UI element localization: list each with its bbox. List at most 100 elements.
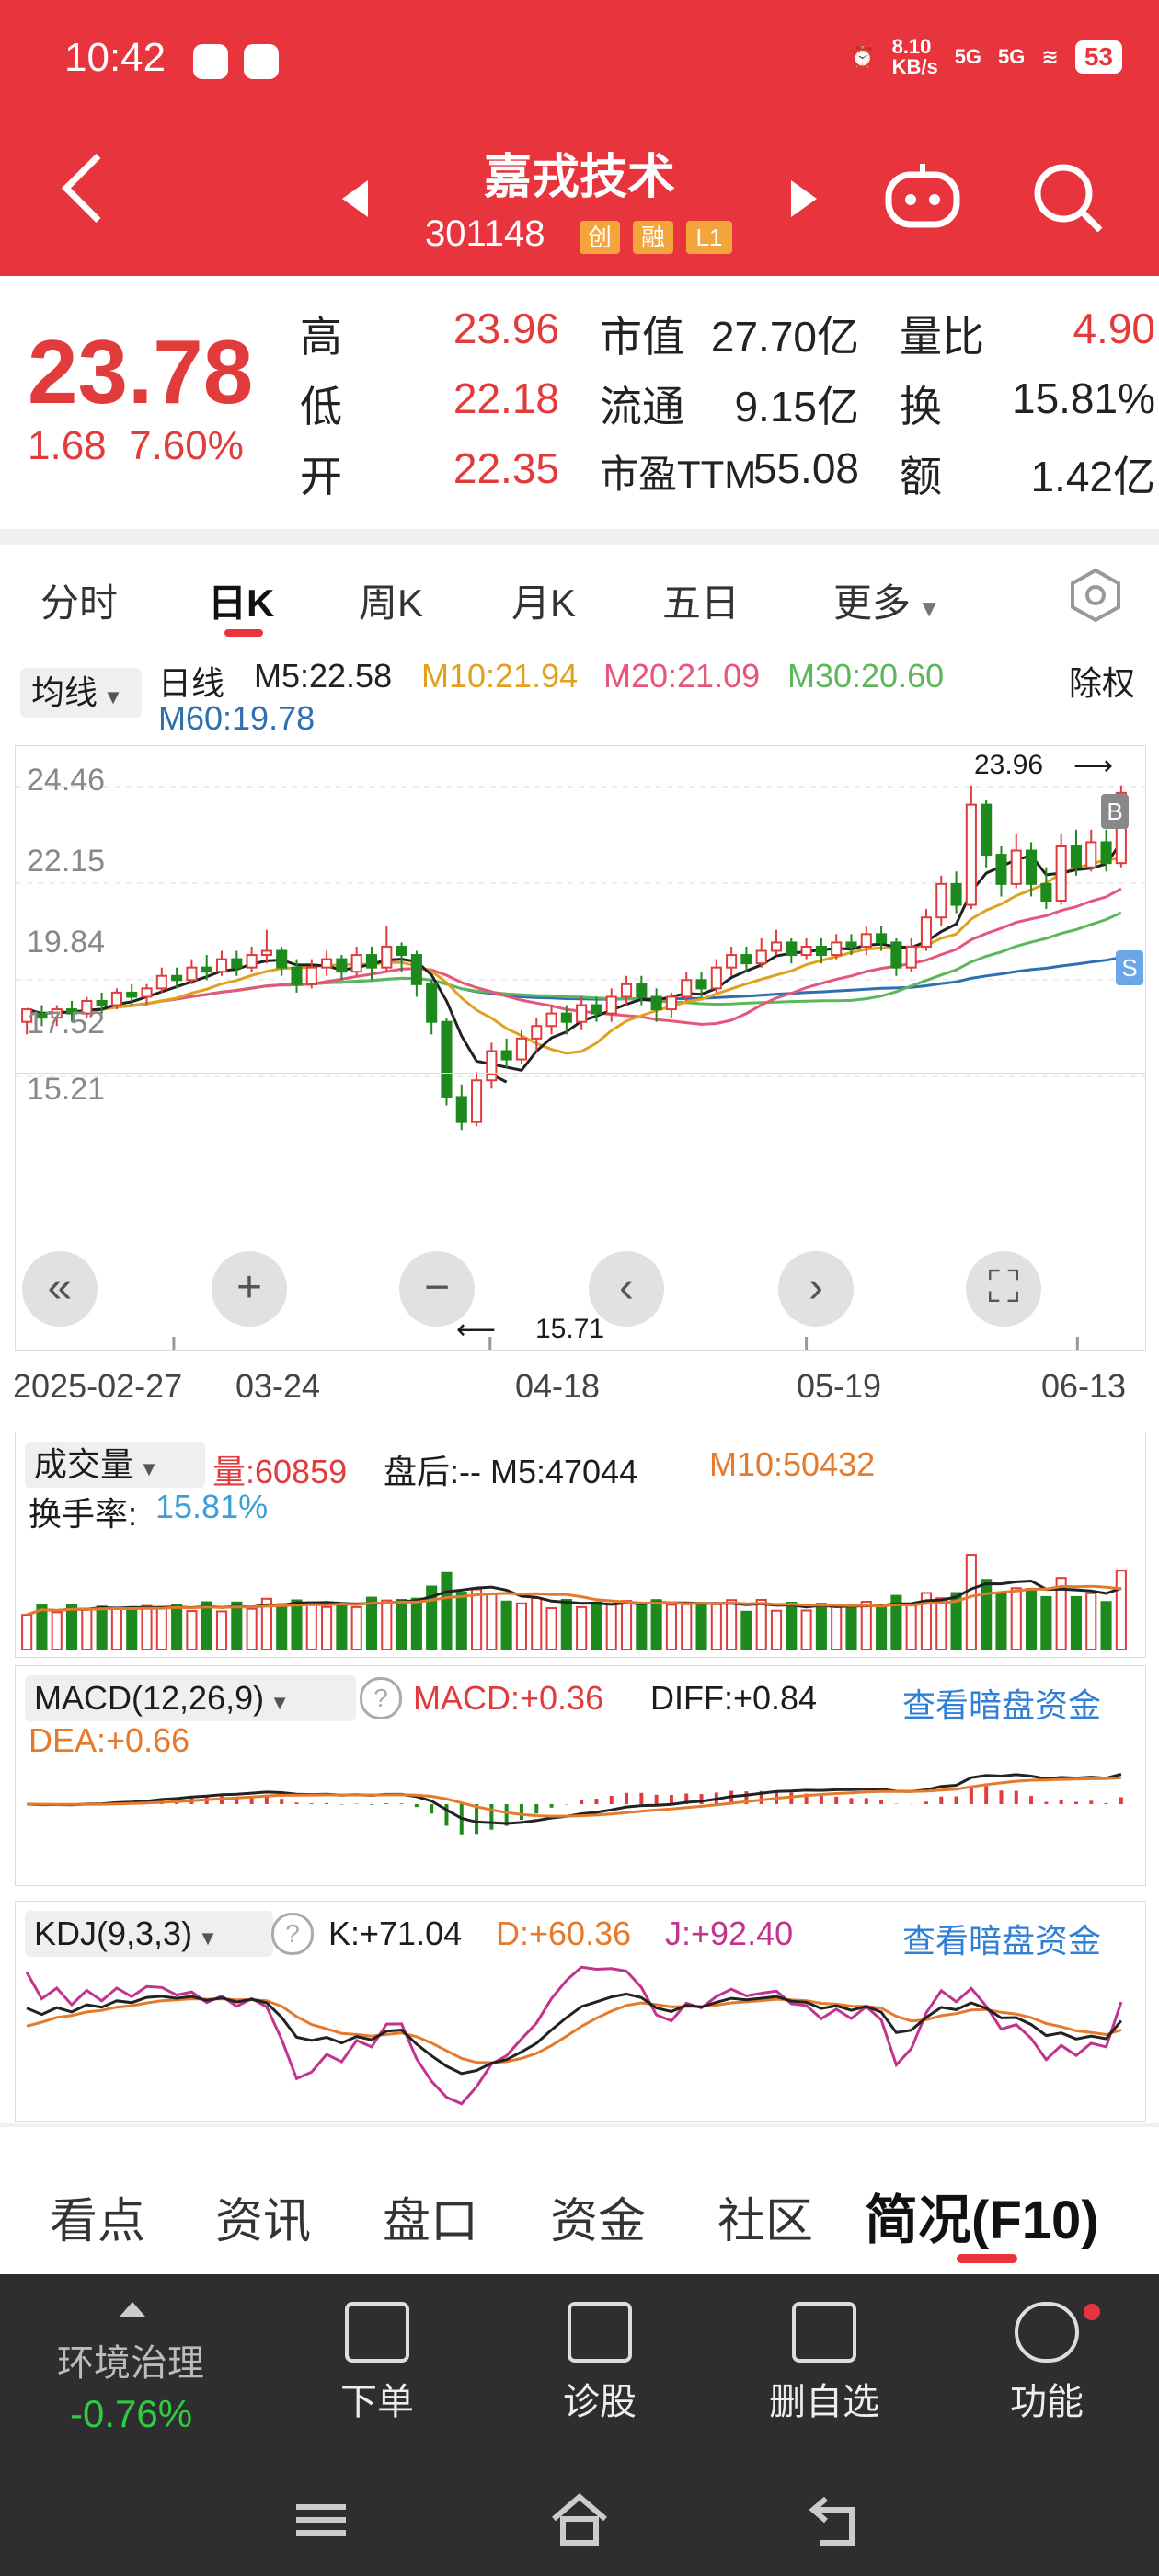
ma-selector[interactable]: 均线 ▼: [20, 668, 142, 718]
volume-bar: [890, 1594, 902, 1651]
volume-bar: [486, 1593, 498, 1650]
status-right: ⏰ 8.10 KB/s 5G 5G ≋ 53: [850, 37, 1122, 77]
nav-order[interactable]: 下单: [304, 2302, 451, 2425]
period-label: 日线: [158, 664, 225, 702]
macd-panel[interactable]: MACD(12,26,9) ▼ ? MACD:+0.36 DIFF:+0.84 …: [15, 1665, 1146, 1886]
sector-name[interactable]: 环境治理: [57, 2343, 204, 2384]
dark-pool-link[interactable]: 查看暗盘资金: [902, 1922, 1102, 1960]
volume-bar: [815, 1603, 827, 1650]
volume-bar: [786, 1602, 798, 1650]
btab-orderbook[interactable]: 盘口: [383, 2195, 479, 2248]
tab-daily-k[interactable]: 日K: [208, 581, 275, 625]
nav-functions[interactable]: 功能: [973, 2302, 1120, 2425]
candle-body: [500, 1050, 512, 1061]
nav-remove-watchlist[interactable]: 删自选: [751, 2302, 898, 2425]
buy-badge[interactable]: B: [1101, 794, 1129, 829]
volume-bar: [110, 1606, 122, 1650]
max-arrow-icon: ⟶: [1073, 751, 1114, 781]
min-price-label: 15.71: [535, 1314, 605, 1344]
btab-funds[interactable]: 资金: [550, 2195, 647, 2248]
y-tick-2: 22.15: [27, 844, 106, 879]
bottom-nav: 环境治理 -0.76% 下单 诊股 删自选 功能: [0, 2274, 1159, 2576]
candle-body: [215, 958, 228, 973]
prev-stock-icon[interactable]: [342, 180, 368, 217]
back-nav-icon[interactable]: [806, 2491, 865, 2550]
cloud-icon: [193, 44, 228, 79]
search-icon[interactable]: [1028, 158, 1106, 236]
nav-diagnose-label: 诊股: [563, 2382, 637, 2422]
volume-bar: [276, 1603, 288, 1650]
btab-community[interactable]: 社区: [717, 2195, 814, 2248]
tab-weekly-k[interactable]: 周K: [359, 581, 424, 625]
kline-panel[interactable]: 24.46 22.15 19.84 17.52 23.96 ⟶ B S: [15, 745, 1146, 1075]
volume-bar: [291, 1599, 303, 1650]
volume-bar: [1040, 1595, 1052, 1651]
dark-pool-link[interactable]: 查看暗盘资金: [902, 1686, 1102, 1724]
tab-monthly-k[interactable]: 月K: [511, 581, 577, 625]
help-icon[interactable]: ?: [271, 1913, 314, 1955]
candle-body: [201, 966, 212, 973]
robot-assistant-icon[interactable]: [881, 158, 964, 232]
notification-dot: [1084, 2304, 1100, 2320]
macd-value: MACD:+0.36: [413, 1679, 604, 1717]
chevron-down-icon: ▼: [133, 1457, 159, 1480]
volume-bar: [620, 1600, 633, 1650]
volume-panel[interactable]: 成交量 ▼ 量:60859 盘后:-- M5:47044 M10:50432 换…: [15, 1432, 1146, 1658]
sell-badge[interactable]: S: [1116, 950, 1143, 985]
volume-bar: [141, 1604, 153, 1651]
menu-icon[interactable]: [296, 2504, 346, 2510]
scroll-left-fast-button[interactable]: «: [22, 1251, 98, 1327]
candle-body: [755, 949, 767, 965]
tab-five-day[interactable]: 五日: [662, 581, 740, 625]
candle-body: [1040, 882, 1052, 903]
btab-news[interactable]: 资讯: [215, 2195, 312, 2248]
kline-svg: [16, 785, 1145, 1074]
kdj-panel[interactable]: KDJ(9,3,3) ▼ ? K:+71.04 D:+60.36 J:+92.4…: [15, 1901, 1146, 2122]
tab-more[interactable]: 更多 ▼: [833, 572, 941, 628]
scroll-right-button[interactable]: ›: [778, 1251, 854, 1327]
btab-highlights[interactable]: 看点: [50, 2195, 146, 2248]
volume-bar: [410, 1597, 422, 1651]
volume-selector[interactable]: 成交量 ▼: [25, 1442, 205, 1488]
adjust-label[interactable]: 除权: [1069, 664, 1136, 702]
volume-bar: [591, 1601, 602, 1651]
volume-bar: [845, 1606, 857, 1650]
nav-diagnose[interactable]: 诊股: [526, 2302, 673, 2425]
volume-bar: [1026, 1587, 1038, 1650]
settings-hexagon-icon[interactable]: [1067, 567, 1124, 624]
home-icon[interactable]: [550, 2491, 609, 2550]
tab-intraday[interactable]: 分时: [40, 581, 119, 625]
label-volume-ratio: 量比: [900, 313, 984, 361]
next-stock-icon[interactable]: [791, 180, 817, 217]
x-tick-3: 04-18: [515, 1367, 601, 1405]
ma-line-m20: [26, 887, 1122, 1026]
candle-body: [890, 941, 902, 969]
diagnose-icon: [568, 2302, 632, 2363]
ma-line-m10: [26, 857, 1122, 1055]
volume-bar: [800, 1609, 812, 1651]
period-tabs: 分时 日K 周K 月K 五日 更多 ▼: [0, 545, 1159, 645]
scroll-left-button[interactable]: ‹: [589, 1251, 664, 1327]
candle-body: [186, 966, 198, 982]
volume-bar: [260, 1597, 272, 1651]
kdj-selector[interactable]: KDJ(9,3,3) ▼: [25, 1911, 273, 1957]
macd-selector[interactable]: MACD(12,26,9) ▼: [25, 1675, 356, 1721]
value-volume-ratio: 4.90: [1073, 305, 1155, 352]
alarm-icon: ⏰: [850, 45, 876, 68]
current-price: 23.78: [28, 321, 254, 422]
btab-f10[interactable]: 简况(F10): [865, 2191, 1099, 2250]
value-market-cap: 27.70亿: [710, 313, 859, 361]
help-icon[interactable]: ?: [360, 1677, 402, 1719]
candle-body: [905, 945, 917, 969]
zoom-in-button[interactable]: +: [212, 1251, 287, 1327]
expand-up-icon[interactable]: [120, 2302, 145, 2317]
candle-body: [770, 941, 783, 952]
signal-icon-1: 5G: [954, 45, 982, 68]
value-pe: 55.08: [752, 444, 859, 492]
net-speed-value: 8.10: [891, 35, 932, 58]
zoom-out-button[interactable]: −: [399, 1251, 475, 1327]
fullscreen-button[interactable]: ⛶: [966, 1251, 1041, 1327]
volume-bar: [381, 1599, 393, 1650]
x-tick-2: 03-24: [235, 1367, 321, 1405]
volume-bar: [770, 1609, 783, 1650]
